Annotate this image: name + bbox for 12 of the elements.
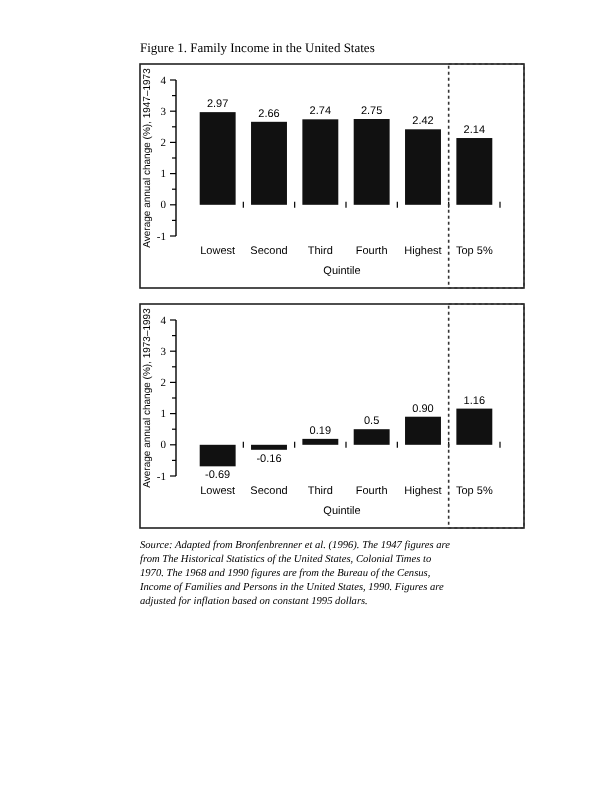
bar bbox=[199, 444, 236, 467]
bar bbox=[199, 112, 236, 205]
bar bbox=[251, 444, 287, 450]
bar bbox=[353, 429, 390, 445]
bar bbox=[302, 119, 339, 205]
bar bbox=[251, 121, 287, 205]
bar bbox=[405, 416, 441, 445]
bar bbox=[405, 129, 441, 205]
bar bbox=[353, 119, 390, 205]
bar bbox=[456, 138, 493, 205]
bar bbox=[456, 408, 493, 445]
bar bbox=[302, 438, 339, 445]
